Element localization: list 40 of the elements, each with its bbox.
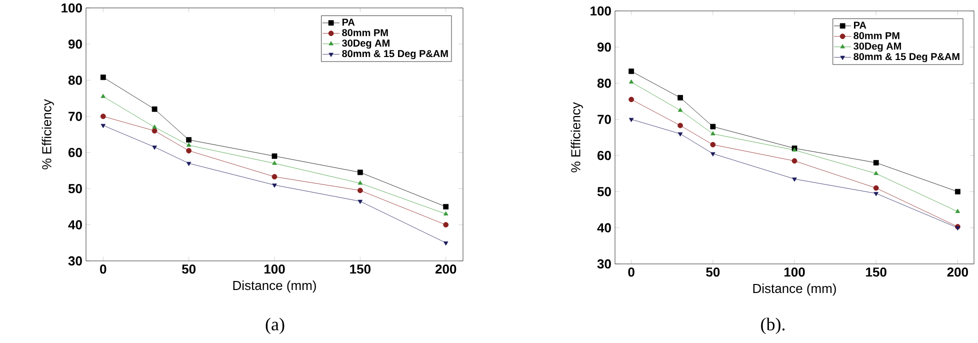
y-tick-label: 60	[68, 148, 82, 158]
x-tick-label: 50	[706, 267, 720, 277]
y-tick-label: 100	[62, 3, 82, 13]
legend-label: 80mm PM	[854, 32, 900, 40]
x-tick-label: 150	[350, 264, 370, 274]
y-tick-label: 40	[68, 220, 82, 230]
y-axis-title: % Efficiency	[570, 102, 583, 172]
legend-label: 30Deg AM	[342, 40, 390, 49]
x-tick-label: 100	[784, 267, 805, 277]
legend-label: 30Deg AM	[854, 42, 901, 52]
y-tick-label: 50	[597, 187, 611, 196]
y-tick-label: 40	[597, 223, 611, 232]
legend-label: PA	[342, 18, 355, 26]
legend-label: 80mm PM	[342, 29, 388, 36]
x-tick-label: 200	[435, 264, 456, 274]
y-tick-label: 90	[68, 40, 82, 49]
legend-label: PA	[854, 22, 866, 29]
y-tick-label: 70	[68, 112, 82, 121]
text: (b).	[761, 318, 785, 334]
y-tick-label: 100	[590, 6, 611, 16]
x-tick-label: 0	[628, 267, 634, 277]
y-tick-label: 60	[597, 150, 611, 160]
legend-label: 80mm & 15 Deg P&AM	[342, 50, 448, 60]
text: (a)	[266, 318, 284, 334]
x-tick-label: 0	[100, 264, 106, 274]
y-tick-label: 90	[597, 42, 611, 52]
x-tick-label: 150	[866, 267, 886, 277]
x-axis-title: Distance (mm)	[233, 280, 316, 293]
y-tick-label: 30	[597, 259, 611, 269]
y-tick-label: 50	[68, 184, 82, 194]
x-tick-label: 200	[947, 267, 968, 277]
y-axis-title: % Efficiency	[42, 99, 54, 170]
x-tick-label: 50	[182, 264, 196, 274]
legend-label: 80mm & 15 Deg P&AM	[854, 53, 960, 62]
y-tick-label: 70	[598, 114, 611, 124]
x-tick-label: 100	[264, 264, 285, 274]
y-tick-label: 80	[597, 78, 611, 88]
y-tick-label: 80	[68, 76, 82, 85]
x-axis-title: Distance (mm)	[753, 284, 836, 296]
y-tick-label: 30	[68, 256, 82, 266]
